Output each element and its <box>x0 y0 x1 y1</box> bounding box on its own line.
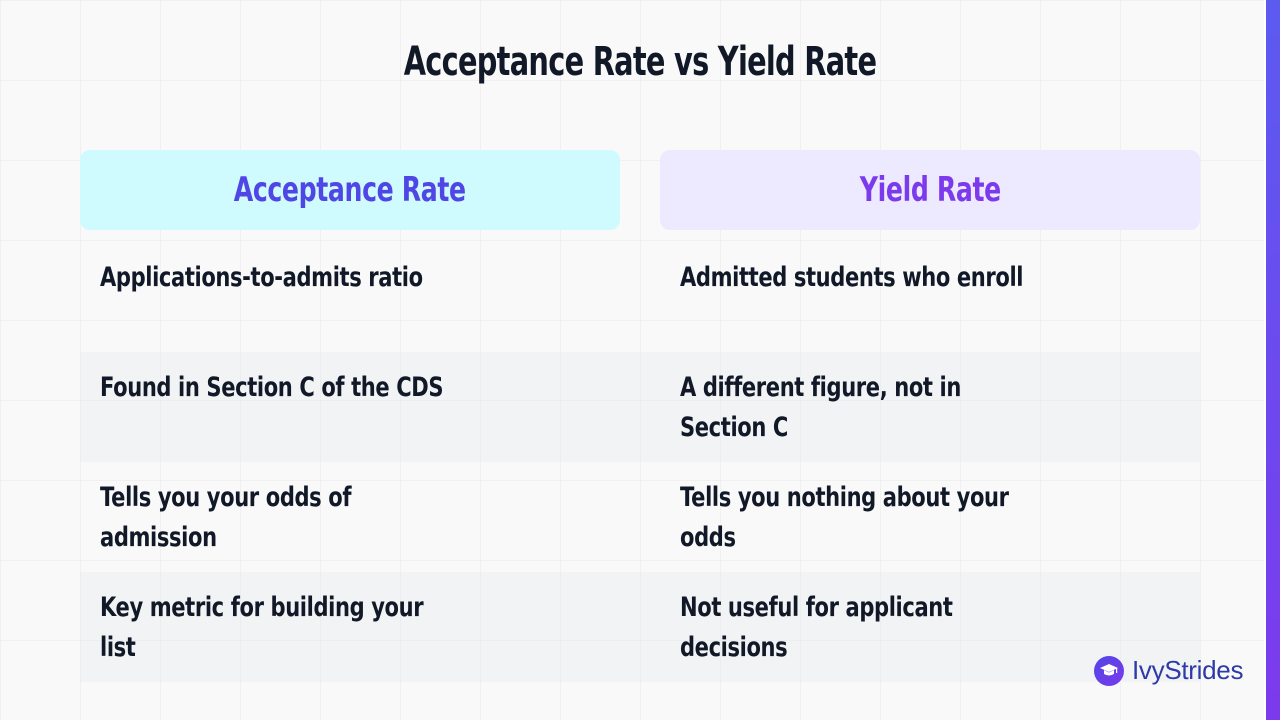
comparison-row: Tells you your odds of admission Tells y… <box>80 462 1200 572</box>
comparison-row: Key metric for building your list Not us… <box>80 572 1200 682</box>
acceptance-rate-header: Acceptance Rate <box>80 150 620 230</box>
slide-title: Acceptance Rate vs Yield Rate <box>403 39 877 85</box>
ivystrides-logo: IvyStrides <box>1094 655 1243 686</box>
yield-rate-cell: Admitted students who enroll <box>680 262 1024 293</box>
graduation-cap-icon <box>1094 655 1124 686</box>
accent-bar <box>1264 0 1280 720</box>
yield-rate-cell: A different figure, not in Section C <box>680 372 961 443</box>
comparison-row: Found in Section C of the CDS A differen… <box>80 352 1200 462</box>
acceptance-rate-cell: Found in Section C of the CDS <box>100 372 444 403</box>
acceptance-rate-cell: Key metric for building your list <box>100 592 424 663</box>
yield-rate-cell: Tells you nothing about your odds <box>680 482 1009 553</box>
yield-rate-header: Yield Rate <box>660 150 1200 230</box>
acceptance-rate-header-label: Acceptance Rate <box>234 170 466 210</box>
comparison-row: Applications-to-admits ratio Admitted st… <box>80 242 1200 342</box>
yield-rate-header-label: Yield Rate <box>859 170 1001 210</box>
acceptance-rate-cell: Tells you your odds of admission <box>100 482 352 553</box>
acceptance-rate-cell: Applications-to-admits ratio <box>100 262 423 293</box>
brand-name: IvyStrides <box>1132 655 1244 685</box>
yield-rate-cell: Not useful for applicant decisions <box>680 592 953 663</box>
